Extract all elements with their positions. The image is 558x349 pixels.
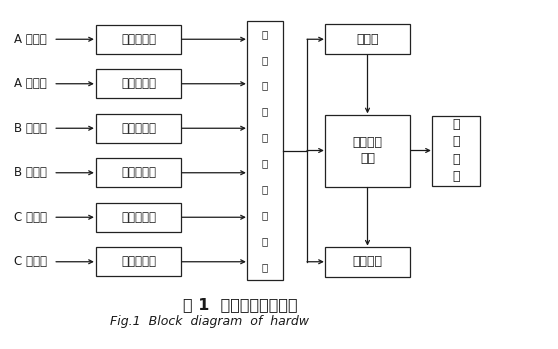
Text: A 相电流: A 相电流	[13, 77, 46, 90]
Bar	[325, 114, 410, 186]
Bar	[325, 24, 410, 54]
Text: 电压传感器: 电压传感器	[121, 122, 156, 135]
Text: 电流传感器: 电流传感器	[121, 255, 156, 268]
Bar	[96, 247, 181, 276]
Text: 扩展接口: 扩展接口	[353, 255, 382, 268]
Text: 电流传感器: 电流传感器	[121, 166, 156, 179]
Bar	[96, 114, 181, 143]
Text: 电压传感器: 电压传感器	[121, 211, 156, 224]
Bar	[96, 25, 181, 54]
Text: 示: 示	[452, 135, 460, 148]
Text: 存储器: 存储器	[356, 33, 379, 46]
Text: A 相电压: A 相电压	[13, 33, 46, 46]
Text: 电压传感器: 电压传感器	[121, 33, 156, 46]
Text: 单: 单	[452, 153, 460, 166]
Text: 显: 显	[452, 118, 460, 131]
Bar	[325, 247, 410, 277]
Text: Fig.1  Block  diagram  of  hardw: Fig.1 Block diagram of hardw	[110, 314, 310, 327]
Text: 电流传感器: 电流传感器	[121, 77, 156, 90]
Text: 转: 转	[262, 184, 268, 194]
Text: B 相电压: B 相电压	[13, 122, 46, 135]
Text: 单: 单	[262, 236, 268, 246]
Bar	[96, 158, 181, 187]
Text: 持: 持	[262, 106, 268, 117]
Text: B 相电流: B 相电流	[13, 166, 46, 179]
Text: 样: 样	[262, 55, 268, 65]
Text: 元: 元	[452, 170, 460, 183]
Bar	[247, 21, 283, 280]
Text: 保: 保	[262, 81, 268, 91]
Bar	[432, 116, 480, 186]
Text: 单元: 单元	[360, 152, 375, 165]
Text: C 相电压: C 相电压	[13, 211, 46, 224]
Bar	[96, 69, 181, 98]
Text: 换: 换	[262, 210, 268, 220]
Text: 数据处理: 数据处理	[353, 136, 382, 149]
Text: 图 1  仪器硬件结构框图: 图 1 仪器硬件结构框图	[182, 297, 297, 312]
Text: 和: 和	[262, 133, 268, 142]
Text: 模: 模	[262, 158, 268, 169]
Text: 元: 元	[262, 262, 268, 272]
Bar	[96, 203, 181, 232]
Text: 采: 采	[262, 29, 268, 39]
Text: C 相电流: C 相电流	[13, 255, 46, 268]
